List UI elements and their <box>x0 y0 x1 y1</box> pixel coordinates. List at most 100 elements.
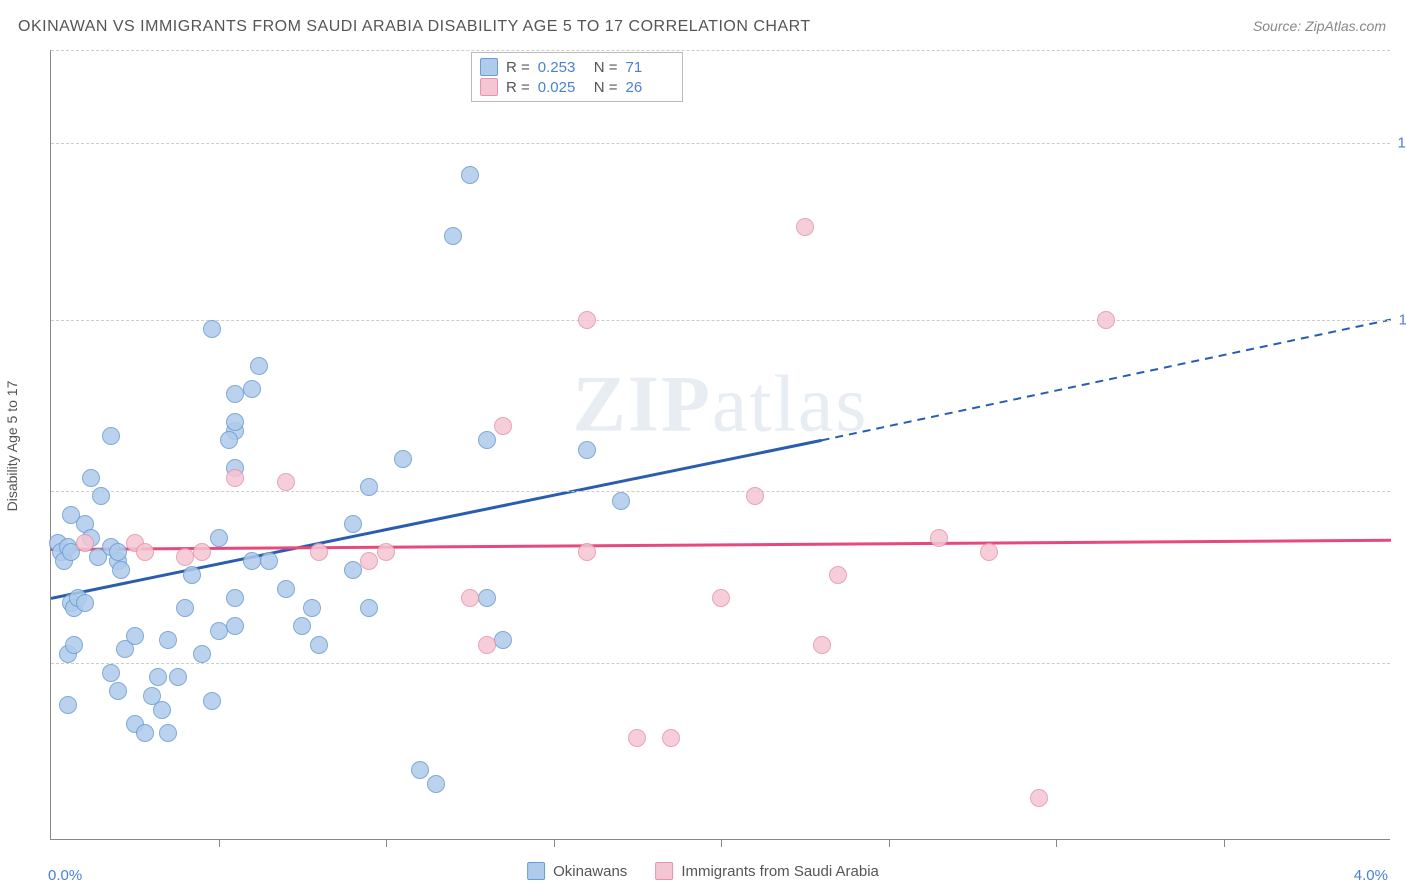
x-tick <box>721 839 722 847</box>
scatter-point <box>578 543 596 561</box>
x-tick <box>889 839 890 847</box>
scatter-point <box>494 417 512 435</box>
scatter-point <box>159 724 177 742</box>
source-attribution: Source: ZipAtlas.com <box>1253 18 1386 34</box>
scatter-point <box>360 552 378 570</box>
legend-label: Okinawans <box>553 863 627 880</box>
scatter-point <box>360 478 378 496</box>
watermark-logo: ZIPatlas <box>573 360 869 451</box>
scatter-point <box>109 682 127 700</box>
scatter-point <box>628 729 646 747</box>
scatter-point <box>829 566 847 584</box>
y-tick-label: 7.5% <box>1394 483 1406 500</box>
legend-item: Immigrants from Saudi Arabia <box>655 862 879 880</box>
n-label: N = <box>594 59 618 76</box>
scatter-point <box>461 589 479 607</box>
scatter-point <box>427 775 445 793</box>
scatter-point <box>183 566 201 584</box>
scatter-point <box>112 561 130 579</box>
scatter-point <box>126 627 144 645</box>
n-label: N = <box>594 79 618 96</box>
stats-legend: R =0.253N =71R =0.025N =26 <box>471 52 683 102</box>
scatter-point <box>169 668 187 686</box>
scatter-point <box>377 543 395 561</box>
scatter-point <box>578 441 596 459</box>
legend-swatch <box>480 58 498 76</box>
stats-legend-row: R =0.025N =26 <box>480 77 674 97</box>
scatter-point <box>243 380 261 398</box>
scatter-point <box>494 631 512 649</box>
scatter-point <box>226 617 244 635</box>
scatter-point <box>203 320 221 338</box>
scatter-point <box>478 431 496 449</box>
scatter-point <box>344 515 362 533</box>
scatter-point <box>662 729 680 747</box>
scatter-point <box>478 589 496 607</box>
scatter-point <box>394 450 412 468</box>
scatter-point <box>102 664 120 682</box>
legend-label: Immigrants from Saudi Arabia <box>681 863 879 880</box>
gridline <box>51 491 1390 492</box>
y-tick-label: 3.8% <box>1394 655 1406 672</box>
scatter-point <box>310 636 328 654</box>
scatter-point <box>203 692 221 710</box>
scatter-point <box>102 427 120 445</box>
x-tick <box>1056 839 1057 847</box>
scatter-point <box>220 431 238 449</box>
scatter-point <box>176 599 194 617</box>
scatter-point <box>76 594 94 612</box>
series-legend: Okinawans Immigrants from Saudi Arabia <box>527 862 879 880</box>
legend-swatch <box>655 862 673 880</box>
legend-swatch <box>480 78 498 96</box>
legend-item: Okinawans <box>527 862 627 880</box>
scatter-point <box>176 548 194 566</box>
scatter-point <box>310 543 328 561</box>
scatter-point <box>109 543 127 561</box>
scatter-point <box>478 636 496 654</box>
scatter-point <box>193 543 211 561</box>
x-axis-min-label: 0.0% <box>48 867 82 884</box>
scatter-point <box>813 636 831 654</box>
scatter-point <box>1030 789 1048 807</box>
scatter-point <box>226 469 244 487</box>
scatter-point <box>65 636 83 654</box>
scatter-point <box>293 617 311 635</box>
scatter-point <box>136 724 154 742</box>
scatter-point <box>260 552 278 570</box>
r-label: R = <box>506 79 530 96</box>
scatter-point <box>92 487 110 505</box>
gridline <box>51 320 1390 321</box>
scatter-point <box>82 469 100 487</box>
r-value: 0.025 <box>538 79 586 96</box>
scatter-point <box>612 492 630 510</box>
y-tick-label: 15.0% <box>1394 134 1406 151</box>
y-axis-label: Disability Age 5 to 17 <box>4 381 20 512</box>
scatter-point <box>1097 311 1115 329</box>
scatter-point <box>136 543 154 561</box>
scatter-point <box>149 668 167 686</box>
scatter-point <box>226 385 244 403</box>
gridline <box>51 663 1390 664</box>
scatter-point <box>578 311 596 329</box>
scatter-point <box>226 589 244 607</box>
scatter-point <box>226 413 244 431</box>
scatter-point <box>193 645 211 663</box>
r-label: R = <box>506 59 530 76</box>
plot-area: ZIPatlas R =0.253N =71R =0.025N =26 3.8%… <box>50 50 1390 840</box>
x-tick <box>1224 839 1225 847</box>
scatter-point <box>303 599 321 617</box>
scatter-point <box>360 599 378 617</box>
n-value: 71 <box>626 59 674 76</box>
scatter-point <box>210 622 228 640</box>
x-tick <box>386 839 387 847</box>
scatter-point <box>277 473 295 491</box>
gridline <box>51 50 1390 51</box>
scatter-point <box>277 580 295 598</box>
trend-line <box>51 440 822 598</box>
scatter-point <box>76 534 94 552</box>
trend-lines <box>51 50 1391 840</box>
scatter-point <box>712 589 730 607</box>
scatter-point <box>59 696 77 714</box>
x-axis-max-label: 4.0% <box>1354 867 1388 884</box>
x-tick <box>219 839 220 847</box>
